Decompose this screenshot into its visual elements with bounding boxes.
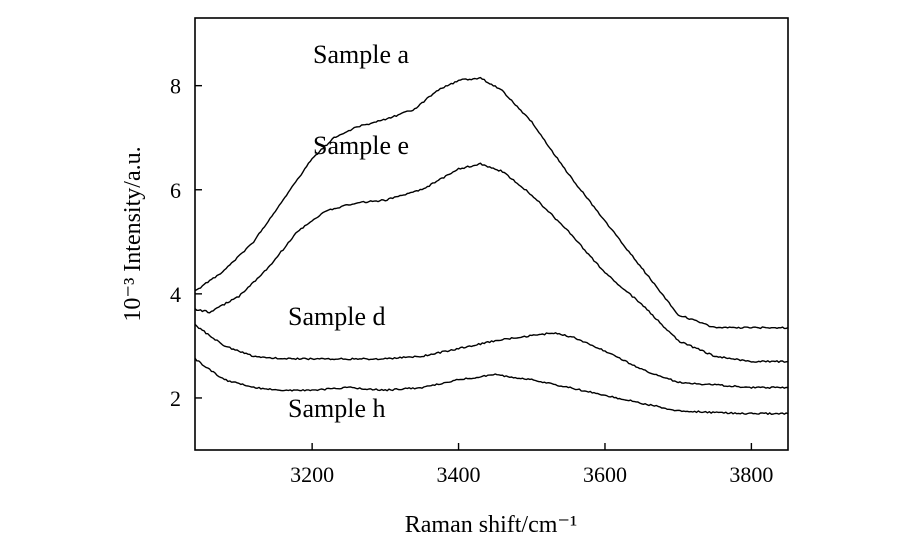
series-line-sample-d (194, 323, 789, 389)
plot-frame (194, 17, 789, 451)
x-tick-label: 3800 (729, 462, 773, 487)
y-axis-title: 10⁻³ Intensity/a.u. (120, 146, 146, 321)
series-line-sample-e (194, 162, 789, 363)
series-label-sample-d: Sample d (288, 302, 386, 331)
x-tick-label: 3200 (290, 462, 334, 487)
y-tick-label: 2 (170, 386, 181, 411)
x-axis-title: Raman shift/cm⁻¹ (405, 512, 578, 538)
series-line-sample-a (194, 76, 789, 330)
y-tick-label: 8 (170, 74, 181, 99)
series-label-sample-e: Sample e (313, 131, 409, 160)
y-tick-label: 4 (170, 282, 181, 307)
series-label-sample-h: Sample h (288, 394, 386, 423)
series-labels: Sample a Sample e Sample d Sample h (288, 40, 409, 423)
y-tick-label: 6 (170, 178, 181, 203)
series-lines (194, 76, 789, 415)
axis-ticks: 3200 3400 3600 3800 2 4 6 8 (170, 74, 773, 487)
series-label-sample-a: Sample a (313, 40, 409, 69)
series-line-sample-h (194, 357, 789, 415)
x-tick-label: 3400 (437, 462, 481, 487)
x-tick-label: 3600 (583, 462, 627, 487)
